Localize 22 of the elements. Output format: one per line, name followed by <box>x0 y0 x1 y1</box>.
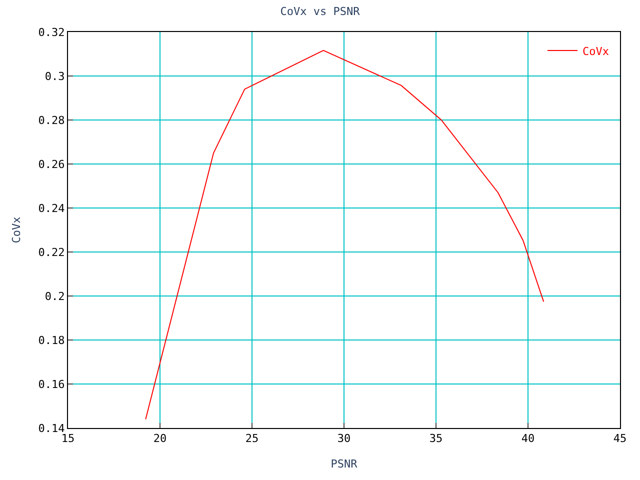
x-tick-label: 40 <box>521 432 535 446</box>
y-axis-title: CoVx <box>10 216 23 244</box>
x-tick-label: 30 <box>337 432 351 446</box>
y-tick-label: 0.32 <box>38 26 65 39</box>
y-tick-label: 0.18 <box>38 334 65 347</box>
x-tick-label: 20 <box>153 432 167 446</box>
y-tick-label: 0.3 <box>44 70 65 83</box>
y-tick-label: 0.14 <box>38 422 66 435</box>
x-tick-label: 45 <box>613 432 627 446</box>
x-tick-label: 25 <box>245 432 259 446</box>
y-tick-label: 0.28 <box>38 114 65 127</box>
legend-label: CoVx <box>582 44 610 58</box>
x-tick-label: 35 <box>429 432 443 446</box>
y-tick-label: 0.26 <box>38 158 65 171</box>
x-axis-title: PSNR <box>330 457 358 470</box>
y-tick-label: 0.16 <box>38 378 65 391</box>
line-series <box>145 50 544 420</box>
y-tick-label: 0.24 <box>38 202 66 215</box>
chart-title: CoVx vs PSNR <box>280 4 360 18</box>
x-tick-label: 15 <box>61 432 75 446</box>
y-tick-label: 0.2 <box>44 290 65 303</box>
y-tick-label: 0.22 <box>38 246 65 259</box>
